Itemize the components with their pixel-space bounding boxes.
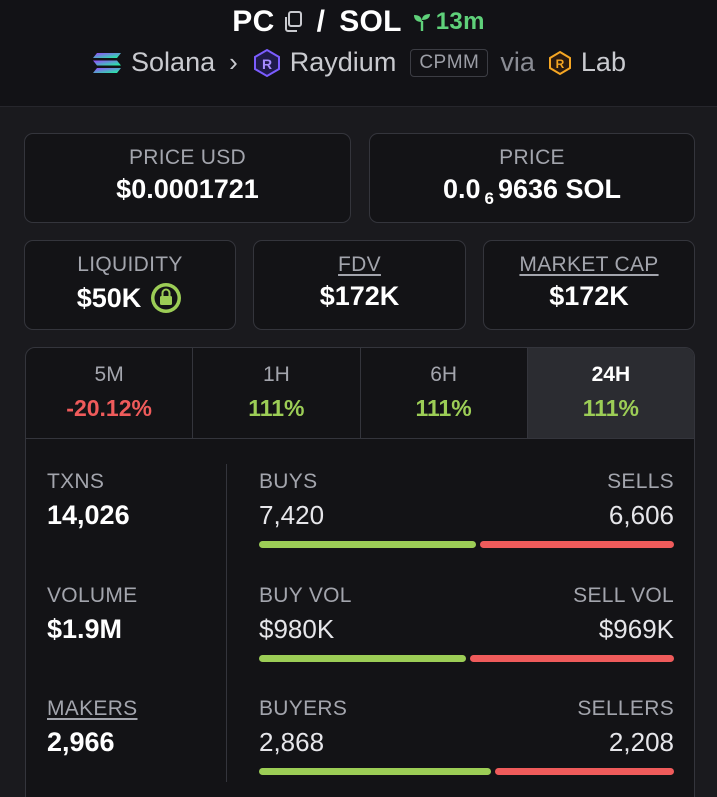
buyers-sellers-stat: BUYERS SELLERS 2,868 2,208 — [259, 697, 674, 775]
market-cap-value: $172K — [549, 281, 629, 311]
buy-vol-label: BUY VOL — [259, 584, 352, 607]
pair-title: PC / SOL 13m — [0, 5, 717, 39]
tab-label: 6H — [430, 363, 458, 386]
buys-sells-stat: BUYS SELLS 7,420 6,606 — [259, 470, 674, 548]
sellers-value: 2,208 — [608, 727, 674, 757]
volume-value: $1.9M — [47, 614, 123, 644]
fdv-card[interactable]: FDV $172K — [253, 240, 466, 330]
makers-label[interactable]: MAKERS — [47, 697, 138, 720]
solana-icon — [91, 51, 123, 75]
fdv-value: $172K — [319, 281, 400, 311]
base-token-symbol: PC — [232, 5, 275, 38]
liquidity-card: LIQUIDITY $50K — [24, 240, 236, 330]
price-native-digits: 9636 — [497, 174, 559, 204]
chevron-right-icon: › — [229, 47, 238, 77]
tab-change: 111% — [248, 395, 305, 421]
tab-change: 111% — [582, 395, 640, 421]
tab-5m[interactable]: 5M -20.12% — [26, 348, 194, 438]
pair-separator: / — [316, 5, 326, 38]
stats-divider — [226, 464, 227, 782]
timeframe-stats-panel: 5M -20.12% 1H 111% 6H 111% 24H 111% TXNS… — [25, 347, 695, 797]
dex-link[interactable]: Raydium — [289, 47, 397, 77]
launchpad-link[interactable]: Lab — [580, 47, 626, 77]
sellers-bar-fill — [495, 768, 674, 775]
pair-age: 13m — [412, 8, 485, 36]
price-native-unit: SOL — [565, 174, 622, 204]
buy-vol-bar-fill — [259, 655, 466, 662]
buys-sells-bar — [259, 541, 674, 548]
market-cap-card[interactable]: MARKET CAP $172K — [483, 240, 695, 330]
raydium-icon: R — [252, 48, 282, 78]
price-usd-card: PRICE USD $0.0001721 — [24, 133, 351, 223]
price-native-value: 0.0 6 9636 SOL — [370, 174, 694, 208]
buys-bar-fill — [259, 541, 477, 548]
timeframe-tabs: 5M -20.12% 1H 111% 6H 111% 24H 111% — [26, 348, 694, 439]
buyers-value: 2,868 — [259, 727, 325, 757]
txns-value: 14,026 — [47, 500, 130, 530]
sell-vol-value: $969K — [598, 614, 674, 644]
fdv-label[interactable]: FDV — [338, 253, 381, 276]
price-native-card: PRICE 0.0 6 9636 SOL — [369, 133, 695, 223]
pool-type-badge: CPMM — [410, 48, 489, 77]
liquidity-value: $50K — [76, 282, 142, 313]
price-native-label: PRICE — [499, 146, 565, 169]
txns-stat: TXNS 14,026 — [47, 470, 130, 531]
buyers-label: BUYERS — [259, 697, 348, 720]
sellers-label: SELLERS — [577, 697, 674, 720]
chain-link[interactable]: Solana — [131, 47, 216, 77]
stats-grid: TXNS 14,026 VOLUME $1.9M MAKERS 2,966 BU… — [26, 439, 694, 797]
pair-age-value: 13m — [435, 8, 485, 35]
liquidity-label: LIQUIDITY — [77, 253, 183, 276]
tab-label: 5M — [94, 363, 124, 386]
sells-bar-fill — [480, 541, 674, 548]
tab-label: 24H — [591, 363, 631, 386]
txns-label: TXNS — [47, 470, 105, 493]
price-usd-label: PRICE USD — [128, 146, 247, 169]
sell-vol-label: SELL VOL — [573, 584, 674, 607]
svg-text:R: R — [556, 57, 565, 71]
tab-24h[interactable]: 24H 111% — [527, 348, 694, 438]
tab-change: -20.12% — [66, 395, 152, 421]
lock-icon[interactable] — [149, 281, 183, 315]
price-native-zero-count: 6 — [484, 188, 494, 208]
sprout-icon — [413, 14, 430, 31]
tab-1h[interactable]: 1H 111% — [193, 348, 361, 438]
makers-value: 2,966 — [47, 727, 115, 757]
lab-icon: R — [547, 50, 573, 76]
sells-label: SELLS — [607, 470, 674, 493]
sell-vol-bar-fill — [469, 655, 674, 662]
buy-vol-value: $980K — [259, 614, 335, 644]
pair-breadcrumb: Solana › R Raydium CPMM via R Lab — [0, 47, 717, 78]
copy-icon[interactable] — [283, 11, 303, 33]
via-label: via — [500, 47, 535, 77]
buyers-bar-fill — [259, 768, 492, 775]
buy-sell-volume-stat: BUY VOL SELL VOL $980K $969K — [259, 584, 674, 662]
tab-label: 1H — [262, 363, 290, 386]
quote-token-symbol: SOL — [339, 5, 402, 38]
price-usd-value: $0.0001721 — [116, 174, 259, 204]
pair-header: PC / SOL 13m Solana › R Raydium CPMM via… — [0, 0, 717, 107]
buys-value: 7,420 — [259, 500, 325, 530]
price-native-prefix: 0.0 — [442, 174, 481, 204]
buys-label: BUYS — [259, 470, 318, 493]
volume-stat: VOLUME $1.9M — [47, 584, 138, 645]
volume-label: VOLUME — [47, 584, 138, 607]
sells-value: 6,606 — [608, 500, 674, 530]
tab-change: 111% — [415, 395, 472, 421]
buyers-sellers-bar — [259, 768, 674, 775]
makers-stat[interactable]: MAKERS 2,966 — [47, 697, 138, 758]
buy-sell-volume-bar — [259, 655, 674, 662]
svg-text:R: R — [262, 56, 272, 72]
market-cap-label[interactable]: MARKET CAP — [519, 253, 659, 276]
tab-6h[interactable]: 6H 111% — [361, 348, 528, 438]
